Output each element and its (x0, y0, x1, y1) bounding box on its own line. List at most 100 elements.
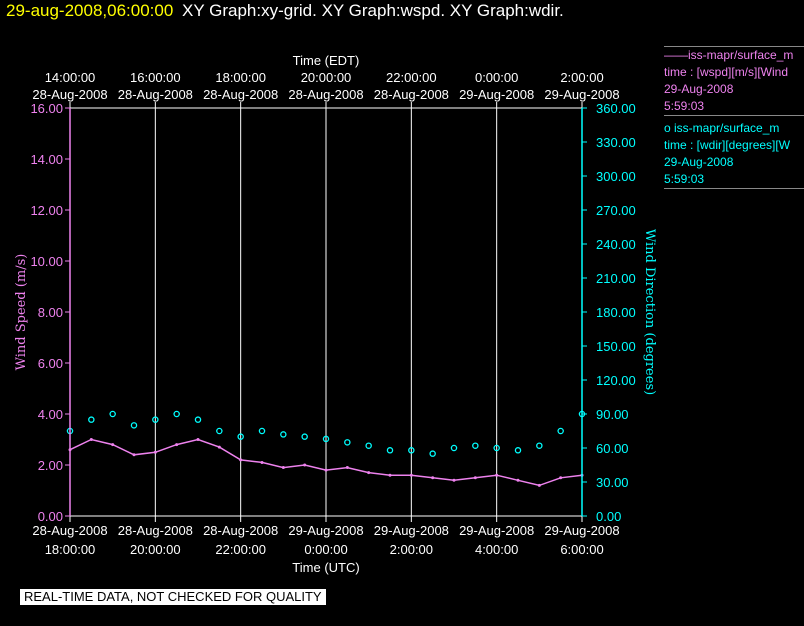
wdir-data-point (472, 442, 479, 449)
bottom-tick-date-label: 28-Aug-2008 (118, 523, 193, 538)
wdir-data-point (280, 431, 287, 438)
wspd-data-point (345, 466, 349, 470)
wdir-data-point (557, 427, 564, 435)
bottom-tick-date-label: 28-Aug-2008 (203, 523, 278, 538)
wspd-data-point (452, 478, 456, 482)
left-axis-title: Wind Speed (m/s) (14, 254, 29, 371)
legend-wspd: ——iss-mapr/surface_m time : [wspd][m/s][… (664, 46, 804, 116)
wspd-data-point (409, 473, 413, 477)
legend-wspd-source: ——iss-mapr/surface_m (664, 48, 794, 62)
right-tick-label: 330.00 (596, 135, 636, 150)
left-tick-label: 4.00 (38, 407, 63, 422)
top-tick-time-label: 22:00:00 (386, 70, 437, 85)
legend-wdir-date: 29-Aug-2008 (664, 155, 734, 169)
bottom-tick-date-label: 28-Aug-2008 (32, 523, 107, 538)
wspd-data-point (537, 483, 541, 487)
graph-header: 29-aug-2008,06:00:00 XY Graph:xy-grid. X… (6, 1, 564, 21)
right-tick-label: 210.00 (596, 271, 636, 286)
bottom-tick-time-label: 4:00:00 (475, 542, 518, 557)
right-tick-label: 90.00 (596, 407, 629, 422)
wspd-data-point (111, 443, 115, 447)
wdir-data-point (88, 416, 95, 423)
wdir-data-point (536, 442, 543, 449)
wspd-data-point (89, 438, 93, 441)
right-tick-label: 150.00 (596, 339, 636, 354)
left-tick-label: 2.00 (38, 458, 63, 473)
wspd-data-point (367, 471, 371, 475)
bottom-axis-title: Time (UTC) (292, 560, 359, 575)
top-tick-time-label: 16:00:00 (130, 70, 181, 85)
left-tick-label: 14.00 (30, 152, 63, 167)
left-tick-label: 6.00 (38, 356, 63, 371)
left-tick-label: 16.00 (30, 101, 63, 116)
wdir-data-point (237, 433, 244, 440)
legend-wspd-variable: time : [wspd][m/s][Wind (664, 65, 789, 79)
top-tick-date-label: 29-Aug-2008 (544, 87, 619, 102)
legend-wspd-date: 29-Aug-2008 (664, 82, 734, 96)
wspd-data-point (175, 443, 179, 447)
wdir-data-point (365, 442, 372, 449)
wspd-data-point (388, 473, 392, 477)
wspd-data-point (495, 473, 499, 477)
wspd-data-point (153, 450, 157, 454)
legend-wspd-time: 5:59:03 (664, 99, 705, 113)
legend-wdir-time: 5:59:03 (664, 172, 705, 186)
wspd-data-point (132, 453, 136, 457)
left-tick-label: 10.00 (30, 254, 63, 269)
wdir-data-point (216, 427, 223, 435)
bottom-tick-time-label: 20:00:00 (130, 542, 181, 557)
wspd-data-point (303, 463, 307, 467)
wspd-data-point (324, 468, 328, 472)
quality-disclaimer: REAL-TIME DATA, NOT CHECKED FOR QUALITY (20, 589, 326, 605)
left-tick-label: 12.00 (30, 203, 63, 218)
wspd-data-point (260, 460, 264, 464)
bottom-tick-time-label: 22:00:00 (215, 542, 266, 557)
wdir-data-point (258, 427, 266, 435)
top-tick-date-label: 28-Aug-2008 (374, 87, 449, 102)
right-tick-label: 180.00 (596, 305, 636, 320)
legend-wdir-source: o iss-mapr/surface_m (664, 121, 780, 135)
wdir-data-point (130, 422, 138, 429)
wdir-data-point (301, 433, 308, 440)
legend-wdir-variable: time : [wdir][degrees][W (664, 138, 791, 152)
top-tick-time-label: 2:00:00 (560, 70, 603, 85)
right-axis-title: Wind Direction (degrees) (642, 229, 657, 395)
wdir-data-point (429, 450, 436, 457)
top-tick-date-label: 29-Aug-2008 (459, 87, 534, 102)
top-tick-time-label: 14:00:00 (45, 70, 96, 85)
top-tick-time-label: 0:00:00 (475, 70, 518, 85)
wspd-data-point (473, 476, 477, 480)
wdir-data-point (514, 447, 522, 454)
top-tick-time-label: 20:00:00 (301, 70, 352, 85)
right-tick-label: 270.00 (596, 203, 636, 218)
top-tick-date-label: 28-Aug-2008 (118, 87, 193, 102)
wdir-data-point (450, 444, 458, 452)
right-tick-label: 360.00 (596, 101, 636, 116)
wspd-data-point (281, 466, 285, 470)
wdir-data-point (386, 447, 394, 454)
wspd-data-point (431, 476, 435, 480)
bottom-tick-date-label: 29-Aug-2008 (459, 523, 534, 538)
wdir-data-point (194, 416, 202, 423)
left-tick-label: 0.00 (38, 509, 63, 524)
top-axis-title: Time (EDT) (293, 53, 360, 68)
wdir-data-point (109, 410, 116, 418)
axis-layer: 14:00:00 28-Aug-2008 16:00:00 28-Aug-2008 18… (14, 53, 657, 575)
top-tick-date-label: 28-Aug-2008 (288, 87, 363, 102)
wdir-data-point (173, 410, 180, 418)
wdir-data-point (493, 444, 500, 452)
wdir-data-point (322, 435, 330, 443)
wdir-data-point (152, 416, 159, 423)
header-timestamp: 29-aug-2008,06:00:00 (6, 1, 174, 20)
wspd-data-point (559, 476, 563, 480)
bottom-tick-time-label: 6:00:00 (560, 542, 603, 557)
wspd-data-point (217, 445, 221, 449)
wdir-data-point (344, 439, 351, 446)
top-tick-date-label: 28-Aug-2008 (32, 87, 107, 102)
right-tick-label: 30.00 (596, 475, 629, 490)
bottom-tick-date-label: 29-Aug-2008 (288, 523, 363, 538)
right-tick-label: 240.00 (596, 237, 636, 252)
right-tick-label: 0.00 (596, 509, 621, 524)
top-tick-time-label: 18:00:00 (215, 70, 266, 85)
